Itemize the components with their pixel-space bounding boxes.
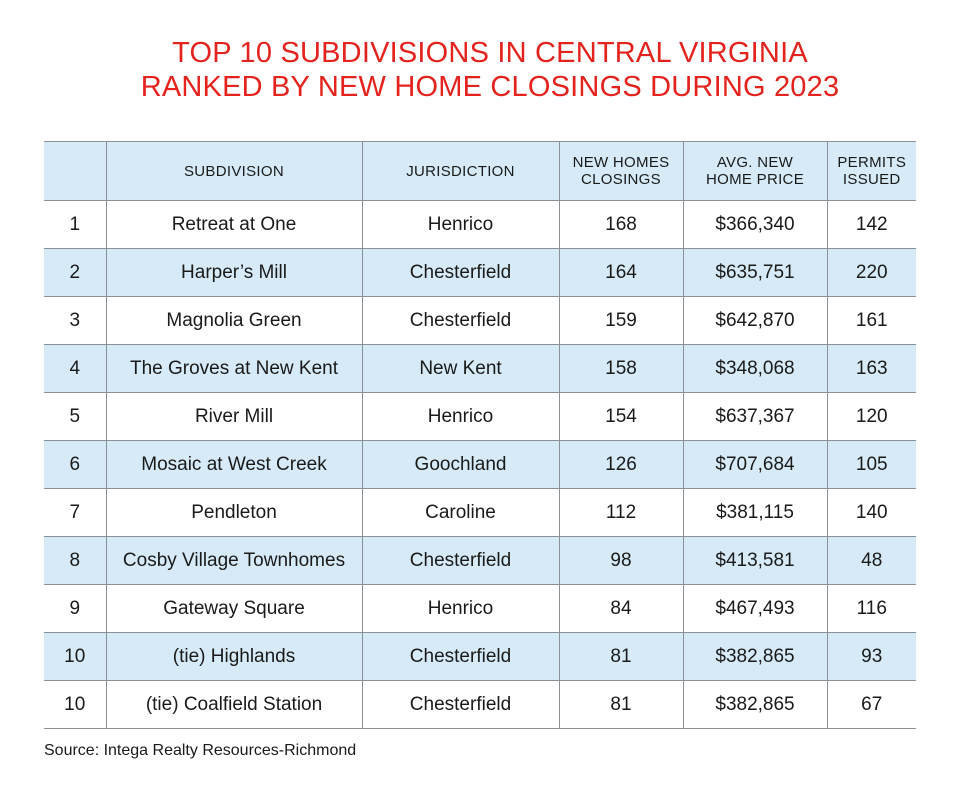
permits-cell: 220 (826, 248, 916, 297)
avg-price-cell: $382,865 (682, 680, 828, 729)
avg-price-cell: $642,870 (682, 296, 828, 345)
closings-cell: 81 (558, 680, 684, 729)
subdivision-cell: Pendleton (105, 488, 363, 537)
subdivision-cell: (tie) Highlands (105, 632, 363, 681)
rank-cell: 10 (44, 632, 107, 681)
table-row: 1 Retreat at One Henrico 168 $366,340 142 (44, 200, 916, 249)
closings-cell: 81 (558, 632, 684, 681)
closings-cell: 112 (558, 488, 684, 537)
table-row: 6 Mosaic at West Creek Goochland 126 $707,68… (44, 440, 916, 489)
jurisdiction-cell: Henrico (361, 392, 560, 441)
title-line-2: RANKED BY NEW HOME CLOSINGS DURING 2023 (140, 71, 840, 103)
rank-cell: 6 (44, 440, 107, 489)
avg-price-cell: $381,115 (682, 488, 828, 537)
permits-cell: 140 (826, 488, 916, 537)
subdivision-cell: Cosby Village Townhomes (105, 536, 363, 585)
subdivision-cell: (tie) Coalfield Station (105, 680, 363, 729)
rank-cell: 8 (44, 536, 107, 585)
avg-price-cell: $637,367 (682, 392, 828, 441)
jurisdiction-cell: Chesterfield (361, 680, 560, 729)
header-rank (44, 141, 107, 201)
closings-cell: 154 (558, 392, 684, 441)
rank-cell: 1 (44, 200, 107, 249)
header-permits-line-1: PERMITS (837, 154, 907, 171)
jurisdiction-cell: Chesterfield (361, 632, 560, 681)
title-line-1: TOP 10 SUBDIVISIONS IN CENTRAL VIRGINIA (172, 37, 808, 69)
closings-cell: 159 (558, 296, 684, 345)
avg-price-cell: $467,493 (682, 584, 828, 633)
table-row: 3 Magnolia Green Chesterfield 159 $642,870 16… (44, 296, 916, 345)
table-row: 5 River Mill Henrico 154 $637,367 120 (44, 392, 916, 441)
jurisdiction-cell: Caroline (361, 488, 560, 537)
rank-cell: 3 (44, 296, 107, 345)
permits-cell: 161 (826, 296, 916, 345)
subdivision-cell: The Groves at New Kent (105, 344, 363, 393)
subdivision-cell: Gateway Square (105, 584, 363, 633)
permits-cell: 120 (826, 392, 916, 441)
subdivisions-table: SUBDIVISION JURISDICTION NEW HOMES CLOSI… (44, 141, 916, 729)
table-row: 10 (tie) Highlands Chesterfield 81 $382,865 9… (44, 632, 916, 681)
jurisdiction-cell: Goochland (361, 440, 560, 489)
rank-cell: 9 (44, 584, 107, 633)
header-jurisdiction: JURISDICTION (361, 141, 560, 201)
table-row: 9 Gateway Square Henrico 84 $467,493 116 (44, 584, 916, 633)
jurisdiction-cell: Chesterfield (361, 296, 560, 345)
header-subdivision: SUBDIVISION (105, 141, 363, 201)
permits-cell: 105 (826, 440, 916, 489)
permits-cell: 93 (826, 632, 916, 681)
closings-cell: 84 (558, 584, 684, 633)
subdivision-cell: Harper’s Mill (105, 248, 363, 297)
permits-cell: 163 (826, 344, 916, 393)
table-row: 7 Pendleton Caroline 112 $381,115 140 (44, 488, 916, 537)
avg-price-cell: $413,581 (682, 536, 828, 585)
jurisdiction-cell: Chesterfield (361, 536, 560, 585)
subdivision-cell: River Mill (105, 392, 363, 441)
jurisdiction-cell: Henrico (361, 584, 560, 633)
permits-cell: 116 (826, 584, 916, 633)
rank-cell: 4 (44, 344, 107, 393)
header-permits-line-2: ISSUED (842, 171, 901, 188)
closings-cell: 168 (558, 200, 684, 249)
jurisdiction-cell: New Kent (361, 344, 560, 393)
table-row: 10 (tie) Coalfield Station Chesterfield 81 $… (44, 680, 916, 729)
table-row: 8 Cosby Village Townhomes Chesterfield 98 $4… (44, 536, 916, 585)
rank-cell: 7 (44, 488, 107, 537)
avg-price-cell: $382,865 (682, 632, 828, 681)
header-price-line-2: HOME PRICE (705, 171, 804, 188)
header-price-line-1: AVG. NEW (716, 154, 794, 171)
header-avg-price: AVG. NEW HOME PRICE (682, 141, 828, 201)
source-note: Source: Intega Realty Resources-Richmond (44, 742, 357, 759)
subdivision-cell: Mosaic at West Creek (105, 440, 363, 489)
table-body: 1 Retreat at One Henrico 168 $366,340 142 2 Har… (44, 200, 916, 729)
header-closings: NEW HOMES CLOSINGS (558, 141, 684, 201)
table-row: 2 Harper’s Mill Chesterfield 164 $635,751 220 (44, 248, 916, 297)
header-row: SUBDIVISION JURISDICTION NEW HOMES CLOSI… (44, 141, 916, 201)
jurisdiction-cell: Henrico (361, 200, 560, 249)
closings-cell: 126 (558, 440, 684, 489)
closings-cell: 164 (558, 248, 684, 297)
header-permits: PERMITS ISSUED (826, 141, 916, 201)
table-row: 4 The Groves at New Kent New Kent 158 $348,0… (44, 344, 916, 393)
rank-cell: 2 (44, 248, 107, 297)
avg-price-cell: $348,068 (682, 344, 828, 393)
closings-cell: 98 (558, 536, 684, 585)
jurisdiction-cell: Chesterfield (361, 248, 560, 297)
closings-cell: 158 (558, 344, 684, 393)
rank-cell: 10 (44, 680, 107, 729)
permits-cell: 48 (826, 536, 916, 585)
permits-cell: 67 (826, 680, 916, 729)
rank-cell: 5 (44, 392, 107, 441)
avg-price-cell: $635,751 (682, 248, 828, 297)
subdivision-cell: Retreat at One (105, 200, 363, 249)
subdivision-cell: Magnolia Green (105, 296, 363, 345)
avg-price-cell: $366,340 (682, 200, 828, 249)
avg-price-cell: $707,684 (682, 440, 828, 489)
chart-title: TOP 10 SUBDIVISIONS IN CENTRAL VIRGINIA … (0, 36, 980, 104)
permits-cell: 142 (826, 200, 916, 249)
header-closings-line-2: CLOSINGS (581, 171, 661, 188)
header-closings-line-1: NEW HOMES (572, 154, 670, 171)
